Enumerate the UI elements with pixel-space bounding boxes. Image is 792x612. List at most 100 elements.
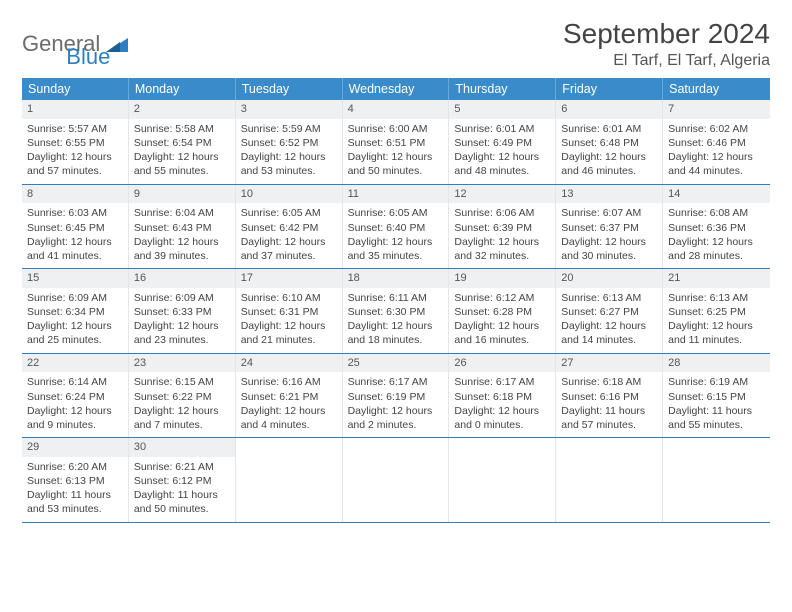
day-number: 29 bbox=[22, 438, 128, 457]
location: El Tarf, El Tarf, Algeria bbox=[563, 52, 770, 70]
sunrise-line: Sunrise: 6:11 AM bbox=[348, 291, 444, 305]
daylight-line: and 30 minutes. bbox=[561, 249, 657, 263]
sunset-line: Sunset: 6:49 PM bbox=[454, 136, 550, 150]
day-number: 10 bbox=[236, 185, 342, 204]
daylight-line: and 53 minutes. bbox=[241, 164, 337, 178]
daylight-line: and 4 minutes. bbox=[241, 418, 337, 432]
day-number: 13 bbox=[556, 185, 662, 204]
sunrise-line: Sunrise: 6:10 AM bbox=[241, 291, 337, 305]
daylight-line: and 46 minutes. bbox=[561, 164, 657, 178]
daylight-line: and 23 minutes. bbox=[134, 333, 230, 347]
daylight-line: Daylight: 12 hours bbox=[134, 150, 230, 164]
sunset-line: Sunset: 6:13 PM bbox=[27, 474, 123, 488]
day-cell-empty bbox=[556, 438, 663, 522]
daylight-line: and 55 minutes. bbox=[668, 418, 765, 432]
sunset-line: Sunset: 6:31 PM bbox=[241, 305, 337, 319]
daylight-line: Daylight: 12 hours bbox=[241, 404, 337, 418]
daylight-line: Daylight: 12 hours bbox=[241, 235, 337, 249]
sunset-line: Sunset: 6:27 PM bbox=[561, 305, 657, 319]
day-number: 14 bbox=[663, 185, 770, 204]
sunrise-line: Sunrise: 6:14 AM bbox=[27, 375, 123, 389]
day-number: 16 bbox=[129, 269, 235, 288]
day-cell: 27Sunrise: 6:18 AMSunset: 6:16 PMDayligh… bbox=[556, 354, 663, 438]
day-number: 8 bbox=[22, 185, 128, 204]
daylight-line: Daylight: 12 hours bbox=[561, 319, 657, 333]
sunrise-line: Sunrise: 6:18 AM bbox=[561, 375, 657, 389]
day-cell: 6Sunrise: 6:01 AMSunset: 6:48 PMDaylight… bbox=[556, 100, 663, 184]
daylight-line: Daylight: 12 hours bbox=[668, 150, 765, 164]
day-cell: 24Sunrise: 6:16 AMSunset: 6:21 PMDayligh… bbox=[236, 354, 343, 438]
daylight-line: and 18 minutes. bbox=[348, 333, 444, 347]
day-number: 30 bbox=[129, 438, 235, 457]
sunrise-line: Sunrise: 6:05 AM bbox=[348, 206, 444, 220]
daylight-line: Daylight: 11 hours bbox=[561, 404, 657, 418]
daylight-line: Daylight: 12 hours bbox=[27, 235, 123, 249]
daylight-line: and 28 minutes. bbox=[668, 249, 765, 263]
sunrise-line: Sunrise: 6:21 AM bbox=[134, 460, 230, 474]
weekday-header: Thursday bbox=[449, 78, 556, 100]
sunset-line: Sunset: 6:28 PM bbox=[454, 305, 550, 319]
day-cell: 14Sunrise: 6:08 AMSunset: 6:36 PMDayligh… bbox=[663, 185, 770, 269]
daylight-line: Daylight: 12 hours bbox=[27, 404, 123, 418]
daylight-line: Daylight: 12 hours bbox=[454, 404, 550, 418]
day-cell: 10Sunrise: 6:05 AMSunset: 6:42 PMDayligh… bbox=[236, 185, 343, 269]
daylight-line: and 41 minutes. bbox=[27, 249, 123, 263]
daylight-line: Daylight: 12 hours bbox=[348, 404, 444, 418]
daylight-line: and 50 minutes. bbox=[348, 164, 444, 178]
weekday-header: Friday bbox=[556, 78, 663, 100]
day-cell: 4Sunrise: 6:00 AMSunset: 6:51 PMDaylight… bbox=[343, 100, 450, 184]
day-cell: 8Sunrise: 6:03 AMSunset: 6:45 PMDaylight… bbox=[22, 185, 129, 269]
sunset-line: Sunset: 6:34 PM bbox=[27, 305, 123, 319]
sunrise-line: Sunrise: 6:19 AM bbox=[668, 375, 765, 389]
day-cell: 23Sunrise: 6:15 AMSunset: 6:22 PMDayligh… bbox=[129, 354, 236, 438]
sunrise-line: Sunrise: 6:05 AM bbox=[241, 206, 337, 220]
weekday-header: Sunday bbox=[22, 78, 129, 100]
day-number: 18 bbox=[343, 269, 449, 288]
day-number: 26 bbox=[449, 354, 555, 373]
daylight-line: and 50 minutes. bbox=[134, 502, 230, 516]
daylight-line: Daylight: 12 hours bbox=[561, 150, 657, 164]
day-number: 23 bbox=[129, 354, 235, 373]
day-cell: 1Sunrise: 5:57 AMSunset: 6:55 PMDaylight… bbox=[22, 100, 129, 184]
week-row: 22Sunrise: 6:14 AMSunset: 6:24 PMDayligh… bbox=[22, 354, 770, 439]
day-cell: 20Sunrise: 6:13 AMSunset: 6:27 PMDayligh… bbox=[556, 269, 663, 353]
daylight-line: and 7 minutes. bbox=[134, 418, 230, 432]
sunset-line: Sunset: 6:39 PM bbox=[454, 221, 550, 235]
sunrise-line: Sunrise: 6:09 AM bbox=[27, 291, 123, 305]
sunset-line: Sunset: 6:24 PM bbox=[27, 390, 123, 404]
daylight-line: Daylight: 12 hours bbox=[454, 235, 550, 249]
daylight-line: and 37 minutes. bbox=[241, 249, 337, 263]
weekday-header: Tuesday bbox=[236, 78, 343, 100]
sunset-line: Sunset: 6:25 PM bbox=[668, 305, 765, 319]
weekday-header: Monday bbox=[129, 78, 236, 100]
day-number: 27 bbox=[556, 354, 662, 373]
daylight-line: Daylight: 12 hours bbox=[348, 235, 444, 249]
day-cell: 3Sunrise: 5:59 AMSunset: 6:52 PMDaylight… bbox=[236, 100, 343, 184]
daylight-line: and 0 minutes. bbox=[454, 418, 550, 432]
day-cell: 30Sunrise: 6:21 AMSunset: 6:12 PMDayligh… bbox=[129, 438, 236, 522]
daylight-line: and 9 minutes. bbox=[27, 418, 123, 432]
day-number: 7 bbox=[663, 100, 770, 119]
sunrise-line: Sunrise: 6:17 AM bbox=[454, 375, 550, 389]
weekday-header: Saturday bbox=[663, 78, 770, 100]
daylight-line: Daylight: 12 hours bbox=[241, 150, 337, 164]
daylight-line: and 48 minutes. bbox=[454, 164, 550, 178]
sunset-line: Sunset: 6:52 PM bbox=[241, 136, 337, 150]
sunset-line: Sunset: 6:19 PM bbox=[348, 390, 444, 404]
sunrise-line: Sunrise: 5:57 AM bbox=[27, 122, 123, 136]
daylight-line: Daylight: 12 hours bbox=[134, 404, 230, 418]
logo: General Blue bbox=[22, 18, 110, 70]
daylight-line: and 11 minutes. bbox=[668, 333, 765, 347]
daylight-line: and 44 minutes. bbox=[668, 164, 765, 178]
weeks-container: 1Sunrise: 5:57 AMSunset: 6:55 PMDaylight… bbox=[22, 100, 770, 523]
calendar: Sunday Monday Tuesday Wednesday Thursday… bbox=[22, 78, 770, 523]
daylight-line: and 39 minutes. bbox=[134, 249, 230, 263]
day-cell: 18Sunrise: 6:11 AMSunset: 6:30 PMDayligh… bbox=[343, 269, 450, 353]
sunrise-line: Sunrise: 6:02 AM bbox=[668, 122, 765, 136]
sunrise-line: Sunrise: 6:15 AM bbox=[134, 375, 230, 389]
sunset-line: Sunset: 6:45 PM bbox=[27, 221, 123, 235]
daylight-line: Daylight: 12 hours bbox=[668, 235, 765, 249]
day-number: 2 bbox=[129, 100, 235, 119]
sunset-line: Sunset: 6:18 PM bbox=[454, 390, 550, 404]
daylight-line: Daylight: 12 hours bbox=[454, 319, 550, 333]
